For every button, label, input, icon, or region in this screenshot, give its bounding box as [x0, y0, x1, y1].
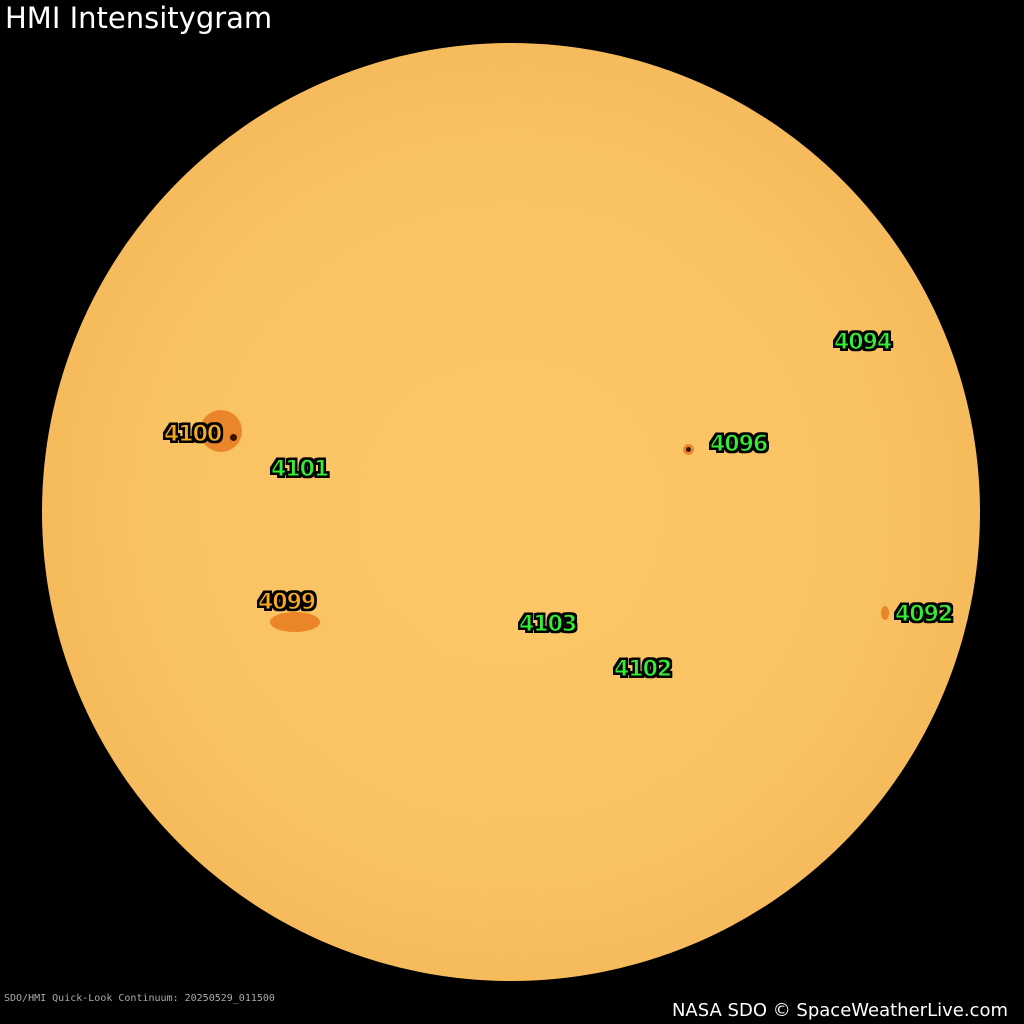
observation-caption: SDO/HMI Quick-Look Continuum: 20250529_0… — [4, 993, 275, 1004]
region-label-4099: 4099 — [257, 590, 316, 616]
region-label-4101: 4101 — [270, 457, 329, 483]
sunspot-4100-umbra — [230, 434, 237, 441]
sunspot-4092 — [881, 606, 889, 620]
sunspot-group-4099 — [270, 612, 320, 632]
credit-text: NASA SDO © SpaceWeatherLive.com — [671, 1000, 1008, 1021]
region-label-4100: 4100 — [163, 422, 222, 448]
image-title: HMI Intensitygram — [5, 1, 273, 35]
region-label-4092: 4092 — [894, 602, 953, 628]
region-label-4102: 4102 — [613, 657, 672, 683]
region-label-4103: 4103 — [518, 612, 577, 638]
sunspot-group-4100 — [200, 410, 242, 452]
sunspot-4096-umbra — [686, 447, 691, 452]
solar-disk — [42, 43, 980, 981]
region-label-4096: 4096 — [709, 432, 768, 458]
region-label-4094: 4094 — [833, 330, 892, 356]
